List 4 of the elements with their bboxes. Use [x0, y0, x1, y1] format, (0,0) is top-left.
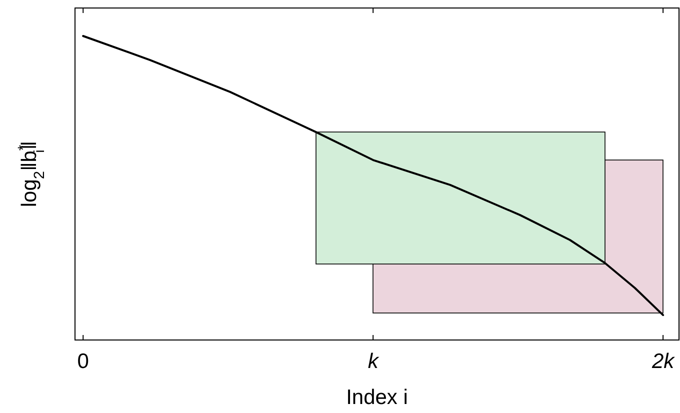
- x-tick-label: 2k: [650, 350, 676, 373]
- x-axis-title: Index i: [346, 386, 408, 409]
- x-tick-label: k: [368, 350, 380, 373]
- x-tick-label: 0: [77, 350, 89, 373]
